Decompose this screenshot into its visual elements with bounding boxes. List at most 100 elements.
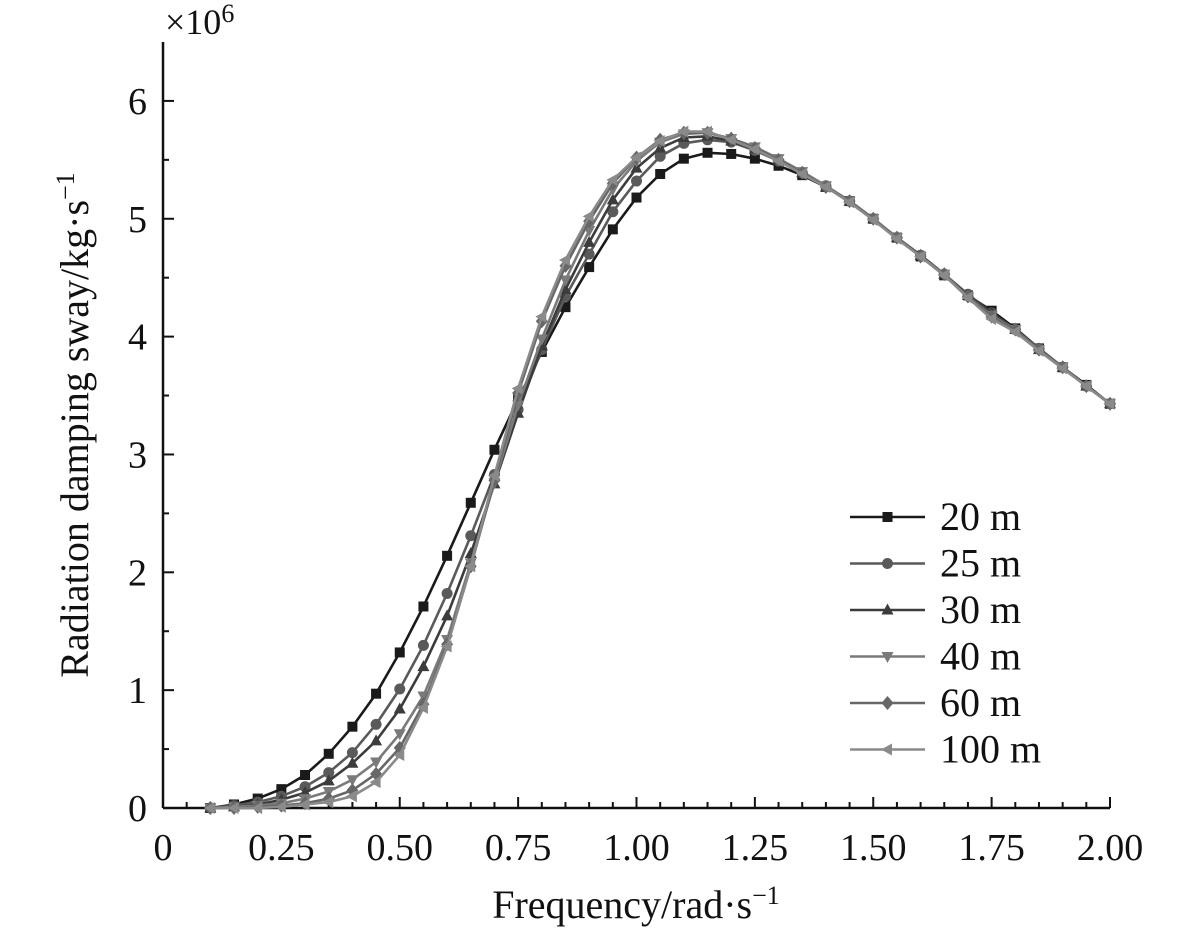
data-point (442, 550, 453, 561)
data-point (678, 153, 689, 164)
y-axis-title: Radiation damping sway/kg·s−1 (51, 172, 97, 677)
legend-label: 30 m (940, 587, 1021, 632)
data-point (322, 796, 334, 809)
data-point (300, 770, 311, 781)
y-multiplier-label: ×106 (165, 0, 234, 42)
data-point (441, 588, 453, 600)
data-point (394, 683, 406, 695)
data-point (1079, 380, 1091, 393)
data-point (890, 232, 902, 245)
data-point (1056, 362, 1068, 375)
legend-label: 40 m (940, 634, 1021, 679)
data-point (631, 192, 642, 203)
series-100m (203, 125, 1115, 814)
data-point (416, 701, 428, 714)
legend-marker (881, 743, 892, 756)
x-tick-label: 0 (154, 827, 173, 869)
legend-entry: 25 m (850, 541, 1021, 586)
y-tick-label: 4 (128, 317, 147, 359)
data-point (371, 688, 382, 699)
x-tick-label: 1.75 (958, 827, 1025, 869)
data-point (203, 802, 215, 814)
x-tick-label: 0.25 (248, 827, 315, 869)
data-point (276, 784, 287, 795)
data-point (393, 748, 405, 761)
data-point (346, 747, 358, 759)
data-point (702, 147, 713, 158)
data-point (677, 125, 689, 138)
data-point (866, 213, 878, 226)
y-tick-label: 2 (128, 552, 147, 594)
data-point (511, 382, 523, 395)
data-point (346, 775, 359, 787)
data-point (346, 756, 359, 768)
x-tick-label: 1.25 (722, 827, 789, 869)
y-tick-label: 5 (128, 199, 147, 241)
legend-entry: 40 m (850, 634, 1021, 679)
data-point (985, 312, 997, 325)
data-point (607, 206, 619, 218)
data-point (795, 167, 807, 180)
data-point (370, 734, 383, 746)
data-point (535, 310, 547, 323)
data-point (394, 647, 405, 658)
data-point (583, 248, 595, 260)
data-point (417, 660, 430, 672)
legend-label: 100 m (940, 727, 1041, 772)
data-point (298, 798, 310, 811)
data-point (606, 193, 619, 205)
data-point (724, 133, 736, 146)
data-point (819, 180, 831, 193)
data-point (630, 151, 641, 164)
data-point (251, 802, 263, 814)
data-point (558, 254, 570, 267)
legend-marker (882, 558, 893, 569)
data-point (323, 767, 335, 779)
x-tick-label: 2.00 (1077, 827, 1144, 869)
data-point (560, 302, 571, 313)
data-point (937, 269, 949, 282)
data-point (653, 134, 665, 147)
data-point (345, 790, 357, 803)
data-point (370, 718, 382, 730)
data-point (323, 748, 334, 759)
data-point (322, 774, 335, 786)
data-point (417, 639, 429, 651)
data-point (393, 729, 406, 741)
data-point (914, 250, 926, 263)
legend-marker (881, 603, 894, 615)
x-tick-label: 0.50 (367, 827, 434, 869)
data-point (583, 235, 596, 247)
x-tick-label: 0.75 (485, 827, 552, 869)
data-point (227, 802, 239, 814)
data-point (370, 757, 383, 769)
data-point (441, 609, 454, 621)
legend-marker (882, 512, 893, 522)
data-point (369, 776, 381, 789)
data-point (1103, 397, 1115, 410)
x-tick-label: 1.00 (603, 827, 670, 869)
data-point (843, 196, 855, 209)
legend-marker (881, 696, 894, 710)
data-point (440, 640, 452, 653)
data-point (465, 530, 477, 542)
data-point (487, 469, 499, 482)
data-point (961, 291, 973, 304)
y-tick-label: 6 (128, 81, 147, 123)
data-point (274, 800, 286, 813)
legend-label: 60 m (940, 680, 1021, 725)
data-point (1032, 344, 1044, 357)
data-point (748, 143, 760, 156)
series-layer (203, 125, 1116, 815)
legend-entry: 60 m (850, 680, 1021, 725)
data-point (654, 150, 666, 162)
legend-label: 25 m (940, 541, 1021, 586)
data-point (559, 282, 572, 294)
y-tick-label: 1 (128, 670, 147, 712)
x-axis-title: Frequency/rad·s−1 (492, 881, 780, 927)
legend-entry: 100 m (850, 727, 1041, 772)
legend-marker (881, 652, 894, 663)
data-point (631, 175, 642, 187)
